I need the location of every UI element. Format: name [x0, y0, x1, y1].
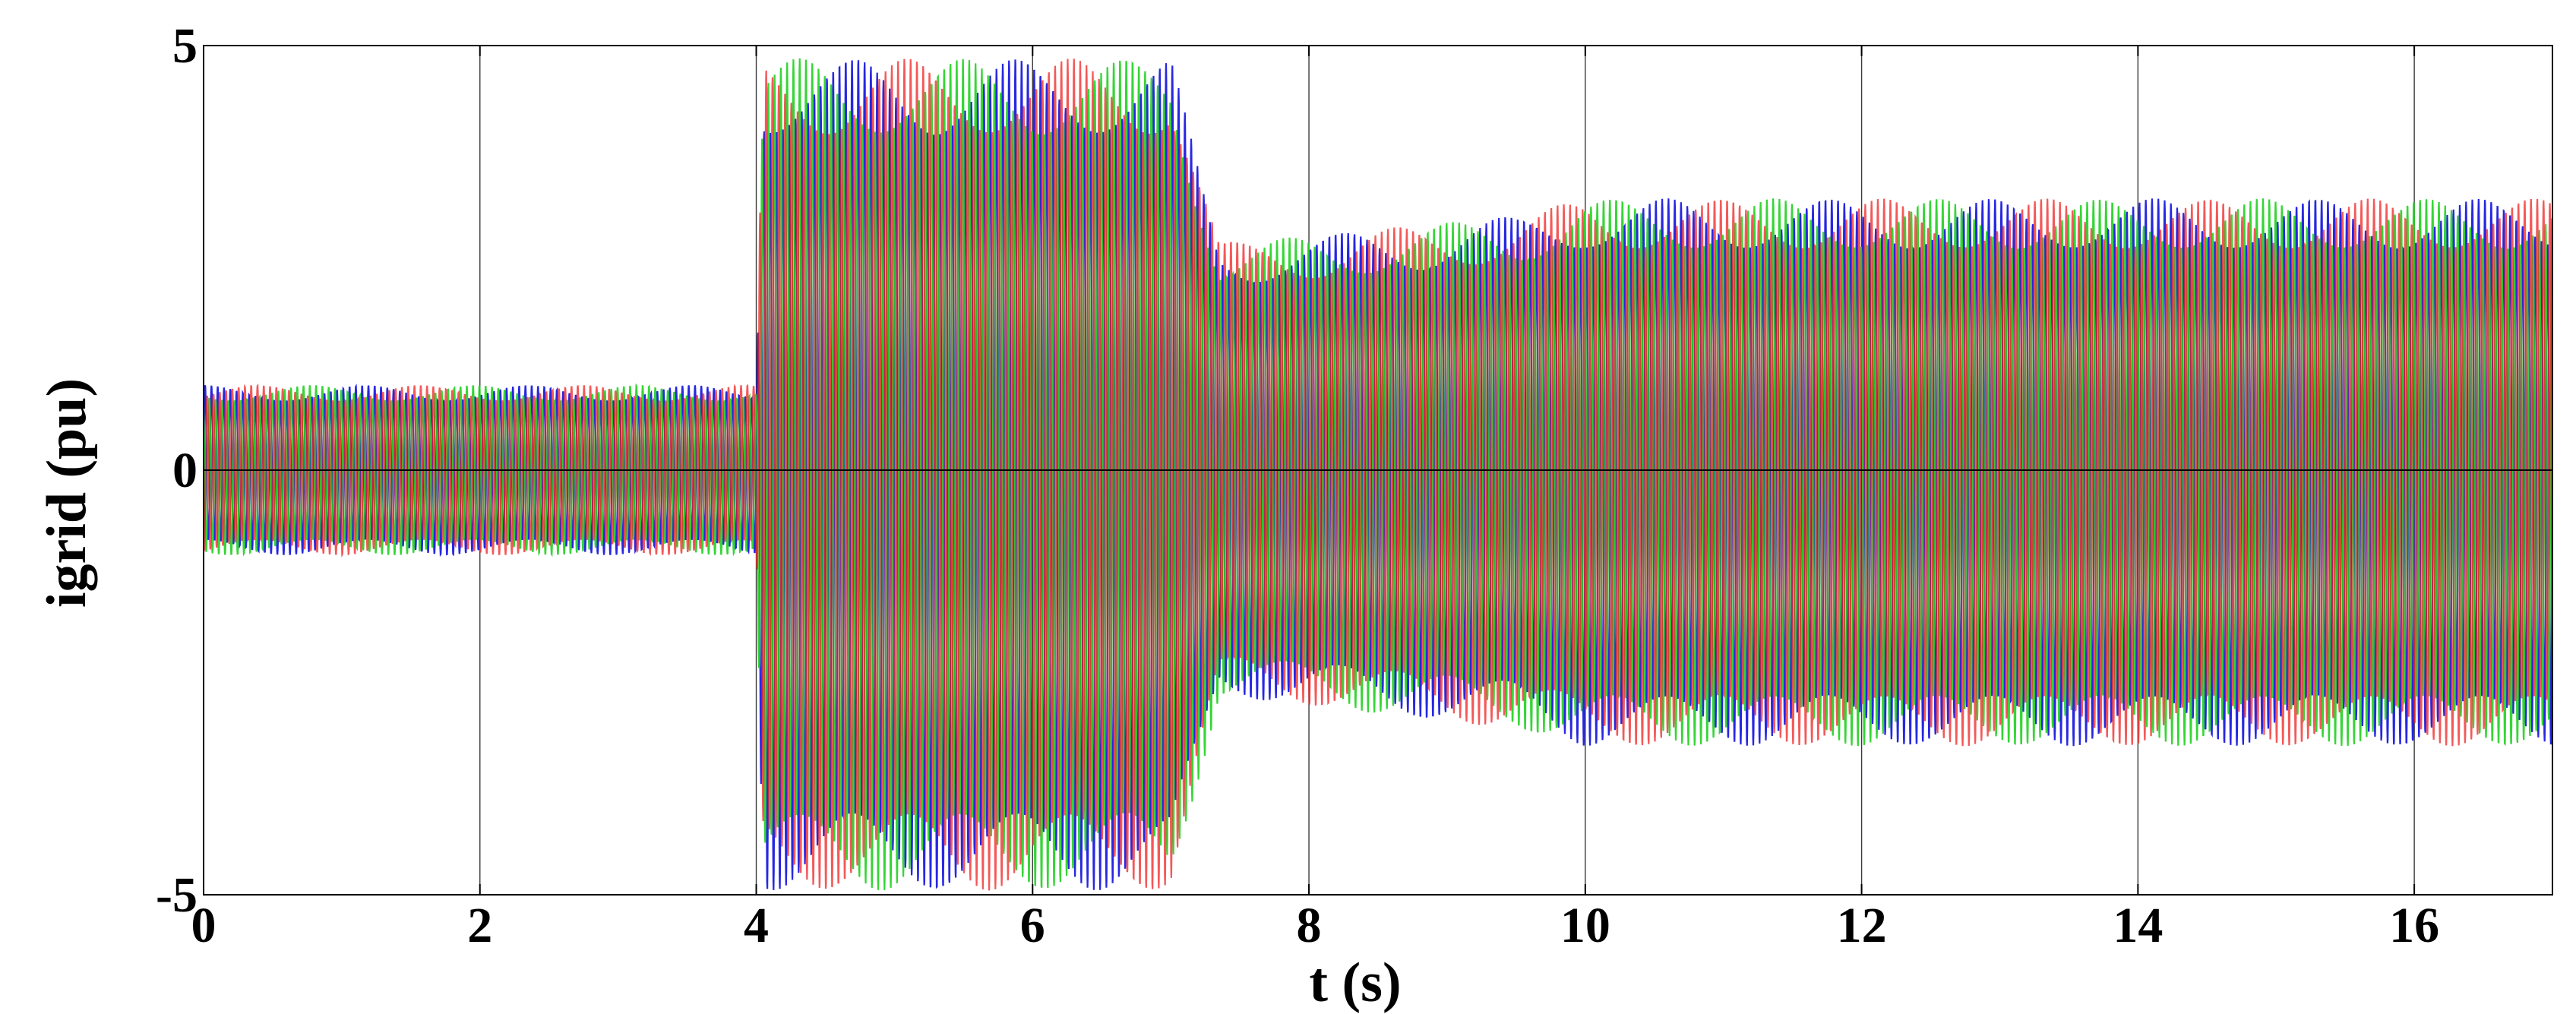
- x-tick-label: 14: [2113, 898, 2163, 953]
- x-tick-label: 6: [1020, 898, 1045, 953]
- x-axis-title: t (s): [1309, 952, 1401, 1014]
- y-tick-label: 5: [172, 18, 198, 74]
- x-tick-label: 2: [467, 898, 492, 953]
- x-tick-label: 10: [1560, 898, 1610, 953]
- x-tick-label: 12: [1837, 898, 1887, 953]
- tick-marks: [203, 45, 2552, 896]
- x-tick-label: 16: [2389, 898, 2439, 953]
- y-tick-label: 0: [172, 443, 198, 498]
- y-tick-label: -5: [156, 867, 198, 923]
- x-tick-label: 8: [1297, 898, 1322, 953]
- x-tick-labels: 0 2 4 6 8 10 12 14 16: [191, 898, 2440, 953]
- y-tick-labels: -5 0 5: [156, 18, 198, 923]
- y-axis-title: igrid (pu): [36, 378, 98, 608]
- x-tick-label: 4: [744, 898, 769, 953]
- x-tick-label: 0: [191, 898, 217, 953]
